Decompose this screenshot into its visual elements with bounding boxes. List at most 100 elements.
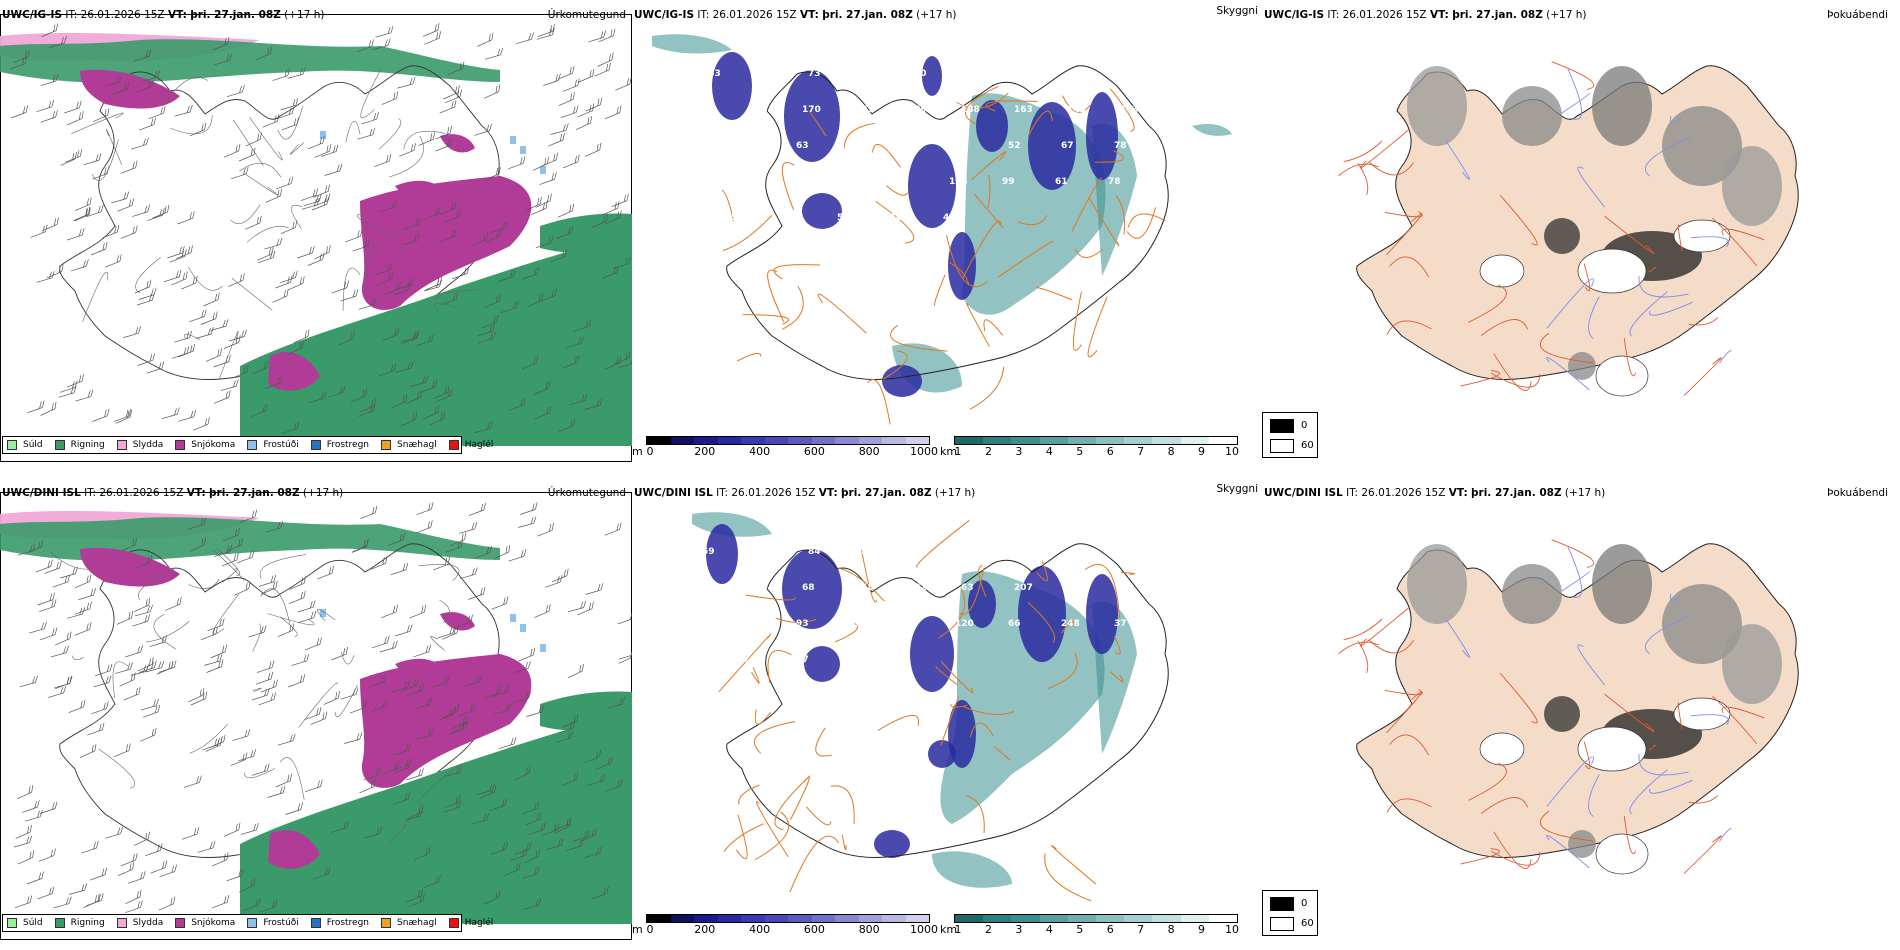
wind-barb [484, 166, 501, 181]
wind-barb [391, 394, 408, 409]
wind-barb [138, 117, 156, 131]
wind-barb [401, 330, 420, 343]
snow-area [440, 134, 475, 153]
wind-barb [307, 135, 325, 150]
wind-barb [504, 862, 521, 877]
colorbar-tick: 4 [1045, 923, 1053, 936]
cloudbase-value-label: 64 [896, 177, 909, 187]
road-line [188, 578, 220, 589]
wind-barb [520, 502, 538, 515]
road-line [260, 588, 291, 624]
road-line [1071, 177, 1102, 232]
road-line [218, 330, 239, 380]
cloudbase-value-label: 97 [849, 141, 862, 151]
colorbar-tick: 7 [1137, 923, 1145, 936]
legend-item: Súld [7, 918, 43, 928]
legend-item: Frostregn [310, 440, 369, 450]
road-line [1480, 797, 1529, 814]
wind-barb [280, 98, 299, 111]
river-line [1719, 349, 1732, 364]
wind-barb [537, 522, 554, 537]
road-line [860, 549, 878, 603]
colorbar-strip [954, 436, 1238, 445]
wind-barb [423, 405, 440, 420]
wind-barb [37, 886, 55, 900]
wind-barb [451, 715, 468, 730]
wind-barb [258, 692, 276, 706]
panel-header: UWC/IG-IS IT: 26.01.2026 15Z VT: þri. 27… [634, 5, 1258, 22]
wind-barb [132, 204, 150, 217]
legend-label: Súld [23, 440, 43, 450]
wind-barb [197, 840, 216, 853]
wind-barb [240, 822, 259, 835]
cloud-map: 153 75 73 104 70 71 62 96 115 103 170 127 129 188 163 1… [652, 34, 1232, 425]
wind-barb [399, 143, 416, 157]
freezing-drizzle-cell [540, 644, 546, 652]
legend-label: Snæhagl [397, 918, 437, 928]
wind-barb [513, 691, 532, 703]
legend-item: Haglél [448, 918, 493, 928]
wind-barb [447, 61, 465, 76]
cloudbase-area [782, 549, 842, 629]
wind-barb [308, 391, 327, 404]
wind-barb [133, 49, 152, 62]
colorbar-tick: 800 [858, 445, 880, 458]
colorbar-segment [670, 915, 694, 922]
road-line [882, 350, 908, 380]
wind-barb [445, 89, 462, 104]
wind-barb [307, 252, 325, 266]
wind-barb [602, 201, 620, 215]
cloudbase-area [802, 193, 842, 229]
wind-barb [372, 635, 390, 649]
legend-swatch [247, 440, 258, 450]
wind-barb [75, 389, 94, 402]
road-line [1677, 702, 1683, 729]
cloudbase-value-label: 67 [1061, 141, 1074, 151]
wind-barb [416, 502, 434, 516]
it-value: 26.01.2026 15Z [80, 9, 165, 21]
glacier [1595, 833, 1649, 875]
wind-barb [317, 566, 334, 580]
cloudbase-value-label: 103 [749, 105, 768, 115]
wind-barb [228, 273, 245, 287]
colorbar-segment [983, 437, 1012, 444]
wind-barb [26, 871, 44, 885]
freezing-drizzle-cell [320, 609, 326, 617]
wind-barb [474, 545, 492, 559]
freezing-drizzle-cell [540, 166, 546, 174]
wind-barb [471, 812, 490, 825]
colorbar-segment [1011, 437, 1040, 444]
wind-barb [314, 244, 331, 260]
colorbar-segment [1152, 915, 1181, 922]
wind-barb [255, 671, 274, 685]
wind-barb [83, 153, 102, 166]
wind-barb [74, 601, 92, 615]
wind-barb [340, 687, 359, 700]
legend-label: Snæhagl [397, 440, 437, 450]
wind-barb [459, 521, 478, 534]
legend-item: Frostúði [247, 918, 299, 928]
road-line [1036, 560, 1048, 582]
road-line [722, 215, 773, 251]
road-line [916, 519, 970, 568]
wind-barb [381, 91, 399, 105]
colorbar-tick: 7 [1137, 445, 1145, 458]
road-line [774, 775, 811, 831]
wind-barb [431, 675, 450, 688]
road-line [1338, 641, 1379, 655]
wind-barb [425, 276, 442, 291]
wind-barb [230, 752, 248, 766]
wind-barb [145, 843, 163, 857]
colorbar-segment [858, 437, 882, 444]
road-line [1386, 798, 1432, 813]
cloudbase-value-label: 53 [790, 177, 803, 187]
wind-barb [331, 280, 349, 294]
cloudbase-value-label: 78 [1108, 177, 1121, 187]
panel-title-fog: Þokuábendi [1827, 9, 1888, 21]
cloudbase-area [804, 646, 840, 682]
wind-barb [483, 890, 501, 905]
road-line [767, 269, 785, 323]
wind-barb [360, 505, 378, 519]
road-line [267, 613, 315, 626]
wind-barb [248, 625, 267, 638]
